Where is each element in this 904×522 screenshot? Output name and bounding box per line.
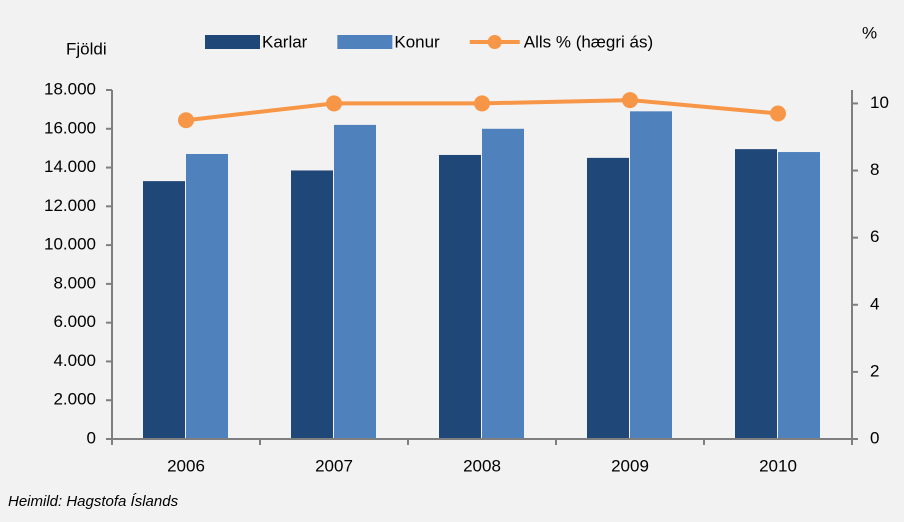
y2-tick-label: 6 (870, 227, 879, 246)
y-tick-label: 0 (87, 428, 96, 447)
y2-axis-label: % (862, 23, 877, 42)
legend-label: Alls % (hægri ás) (524, 32, 653, 51)
line-marker (178, 112, 194, 129)
bar (778, 152, 820, 440)
bar (587, 157, 629, 439)
y-tick-label: 16.000 (44, 118, 96, 137)
bar (291, 170, 333, 440)
x-tick-label: 2006 (167, 456, 205, 475)
bar (439, 154, 481, 440)
y-tick-label: 8.000 (53, 273, 96, 292)
source: Heimild: Hagstofa Íslands (8, 493, 179, 510)
line-marker (474, 95, 490, 112)
line-marker (326, 95, 342, 112)
y-tick-label: 12.000 (44, 196, 96, 215)
y2-tick-label: 4 (870, 294, 879, 313)
y2-tick-label: 10 (870, 93, 889, 112)
line-marker (622, 92, 638, 109)
y-tick-label: 14.000 (44, 157, 96, 176)
y-tick-label: 6.000 (53, 312, 96, 331)
legend-label: Karlar (262, 32, 308, 51)
y2-tick-label: 0 (870, 428, 879, 447)
legend-marker (487, 35, 502, 49)
x-tick-label: 2010 (759, 456, 797, 475)
y2-tick-label: 2 (870, 361, 879, 380)
legend-label: Konur (394, 32, 440, 51)
line-marker (770, 105, 786, 122)
x-tick-label: 2007 (315, 456, 353, 475)
legend-swatch (337, 35, 393, 49)
legend-swatch (205, 35, 260, 49)
bar (630, 111, 672, 440)
bar (482, 128, 524, 439)
y-axis-label: Fjöldi (66, 39, 107, 58)
y2-tick-label: 8 (870, 160, 879, 179)
bar (735, 149, 777, 439)
x-tick-label: 2008 (463, 456, 501, 475)
x-tick-label: 2009 (611, 456, 649, 475)
y-tick-label: 10.000 (44, 235, 96, 254)
bar (186, 153, 228, 439)
bar (334, 124, 376, 440)
y-tick-label: 18.000 (44, 79, 96, 98)
y-tick-label: 4.000 (53, 351, 96, 370)
y-tick-label: 2.000 (53, 390, 96, 409)
bar (143, 181, 185, 439)
